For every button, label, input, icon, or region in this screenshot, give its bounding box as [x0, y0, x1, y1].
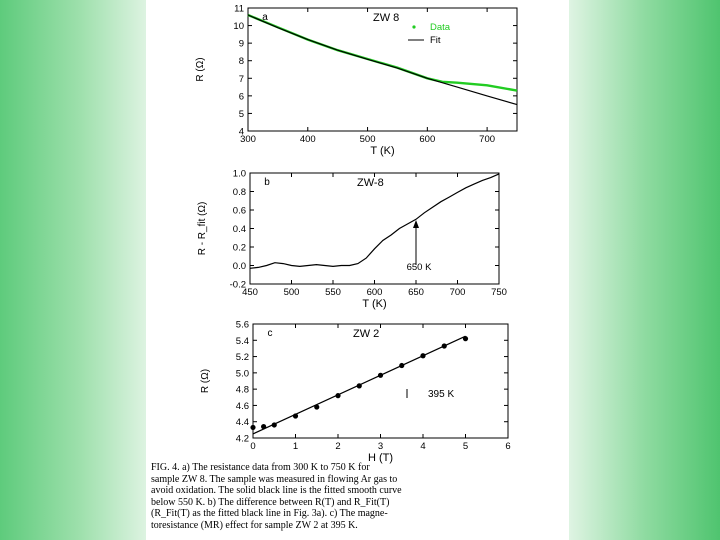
y-tick-label: 0.6	[233, 206, 246, 217]
caption-line: avoid oxidation. The solid black line is…	[151, 485, 402, 496]
caption-line: sample ZW 8. The sample was measured in …	[151, 473, 398, 485]
x-axis-label: T (K)	[370, 145, 394, 157]
panel-title: ZW 2	[353, 328, 379, 340]
y-axis-label: R - R_fit (Ω)	[197, 202, 208, 256]
y-tick-label: 0.8	[233, 187, 246, 198]
y-tick-label: 0.0	[233, 261, 246, 272]
y-tick-label: 5.4	[236, 336, 249, 347]
legend-label-data: Data	[430, 22, 451, 33]
panel-title: ZW-8	[357, 177, 384, 189]
y-tick-label: 4	[239, 127, 244, 138]
left-green-border	[0, 0, 146, 540]
y-tick-label: 11	[234, 4, 244, 15]
y-tick-label: 6	[239, 91, 244, 102]
x-axis-label: T (K)	[362, 298, 386, 310]
y-tick-label: 4.4	[236, 417, 249, 428]
y-tick-label: 0.2	[233, 243, 246, 254]
y-tick-label: 9	[239, 39, 244, 50]
y-tick-label: -0.2	[230, 280, 246, 291]
panel-label: b	[264, 177, 270, 188]
plot-frame-c	[252, 323, 509, 439]
caption-line: (R_Fit(T) as the fitted black line in Fi…	[151, 508, 388, 519]
x-tick-label: 6	[505, 441, 510, 452]
series-line-fit	[252, 335, 466, 435]
caption-line: toresistance (MR) effect for sample ZW 2…	[151, 519, 358, 531]
caption-line: FIG. 4. a) The resistance data from 300 …	[151, 462, 370, 473]
x-tick-label: 550	[325, 287, 341, 298]
x-tick-label: 300	[240, 134, 256, 145]
x-tick-label: 600	[367, 287, 383, 298]
x-tick-label: 600	[419, 134, 435, 145]
panel-label: a	[262, 12, 268, 23]
y-tick-label: 0.4	[233, 224, 246, 235]
x-tick-label: 500	[284, 287, 300, 298]
annotation-label: 395 K	[428, 389, 454, 400]
annotation-label: 650 K	[407, 262, 432, 273]
x-tick-label: 450	[242, 287, 258, 298]
data-point	[250, 424, 256, 431]
legend-marker-data	[412, 25, 416, 29]
panel-label: c	[268, 328, 273, 339]
y-tick-label: 1.0	[233, 169, 246, 180]
x-tick-label: 650	[408, 287, 424, 298]
x-tick-label: 700	[450, 287, 466, 298]
y-tick-label: 5.2	[236, 352, 249, 363]
arrow-head	[413, 220, 419, 228]
x-tick-label: 3	[378, 441, 383, 452]
y-tick-label: 4.8	[236, 385, 249, 396]
x-tick-label: 1	[293, 441, 298, 452]
series-line-fit	[247, 14, 518, 106]
y-tick-label: 7	[239, 74, 244, 85]
y-tick-label: 5.0	[236, 368, 249, 379]
panel-title: ZW 8	[373, 12, 399, 24]
legend-label-fit: Fit	[430, 35, 441, 46]
x-tick-label: 500	[360, 134, 376, 145]
right-green-border	[569, 0, 720, 540]
y-axis-label: R (Ω)	[195, 57, 206, 81]
y-tick-label: 4.6	[236, 401, 249, 412]
caption-line: below 550 K. b) The difference between R…	[151, 496, 390, 508]
x-tick-label: 4	[420, 441, 425, 452]
series-line-difference	[249, 173, 500, 269]
x-tick-label: 750	[491, 287, 507, 298]
y-tick-label: 5	[239, 109, 244, 120]
x-tick-label: 0	[250, 441, 255, 452]
y-tick-label: 4.2	[236, 434, 249, 445]
figure-caption: FIG. 4. a) The resistance data from 300 …	[151, 462, 563, 531]
plot-frame-a	[247, 7, 518, 132]
x-tick-label: 2	[335, 441, 340, 452]
x-tick-label: 700	[479, 134, 495, 145]
x-axis-label: H (T)	[368, 452, 393, 464]
y-tick-label: 5.6	[236, 320, 249, 331]
x-tick-label: 5	[463, 441, 468, 452]
y-tick-label: 10	[233, 21, 244, 32]
x-tick-label: 400	[300, 134, 316, 145]
series-line-data	[247, 13, 518, 92]
y-tick-label: 8	[239, 56, 244, 67]
y-axis-label: R (Ω)	[200, 369, 211, 393]
